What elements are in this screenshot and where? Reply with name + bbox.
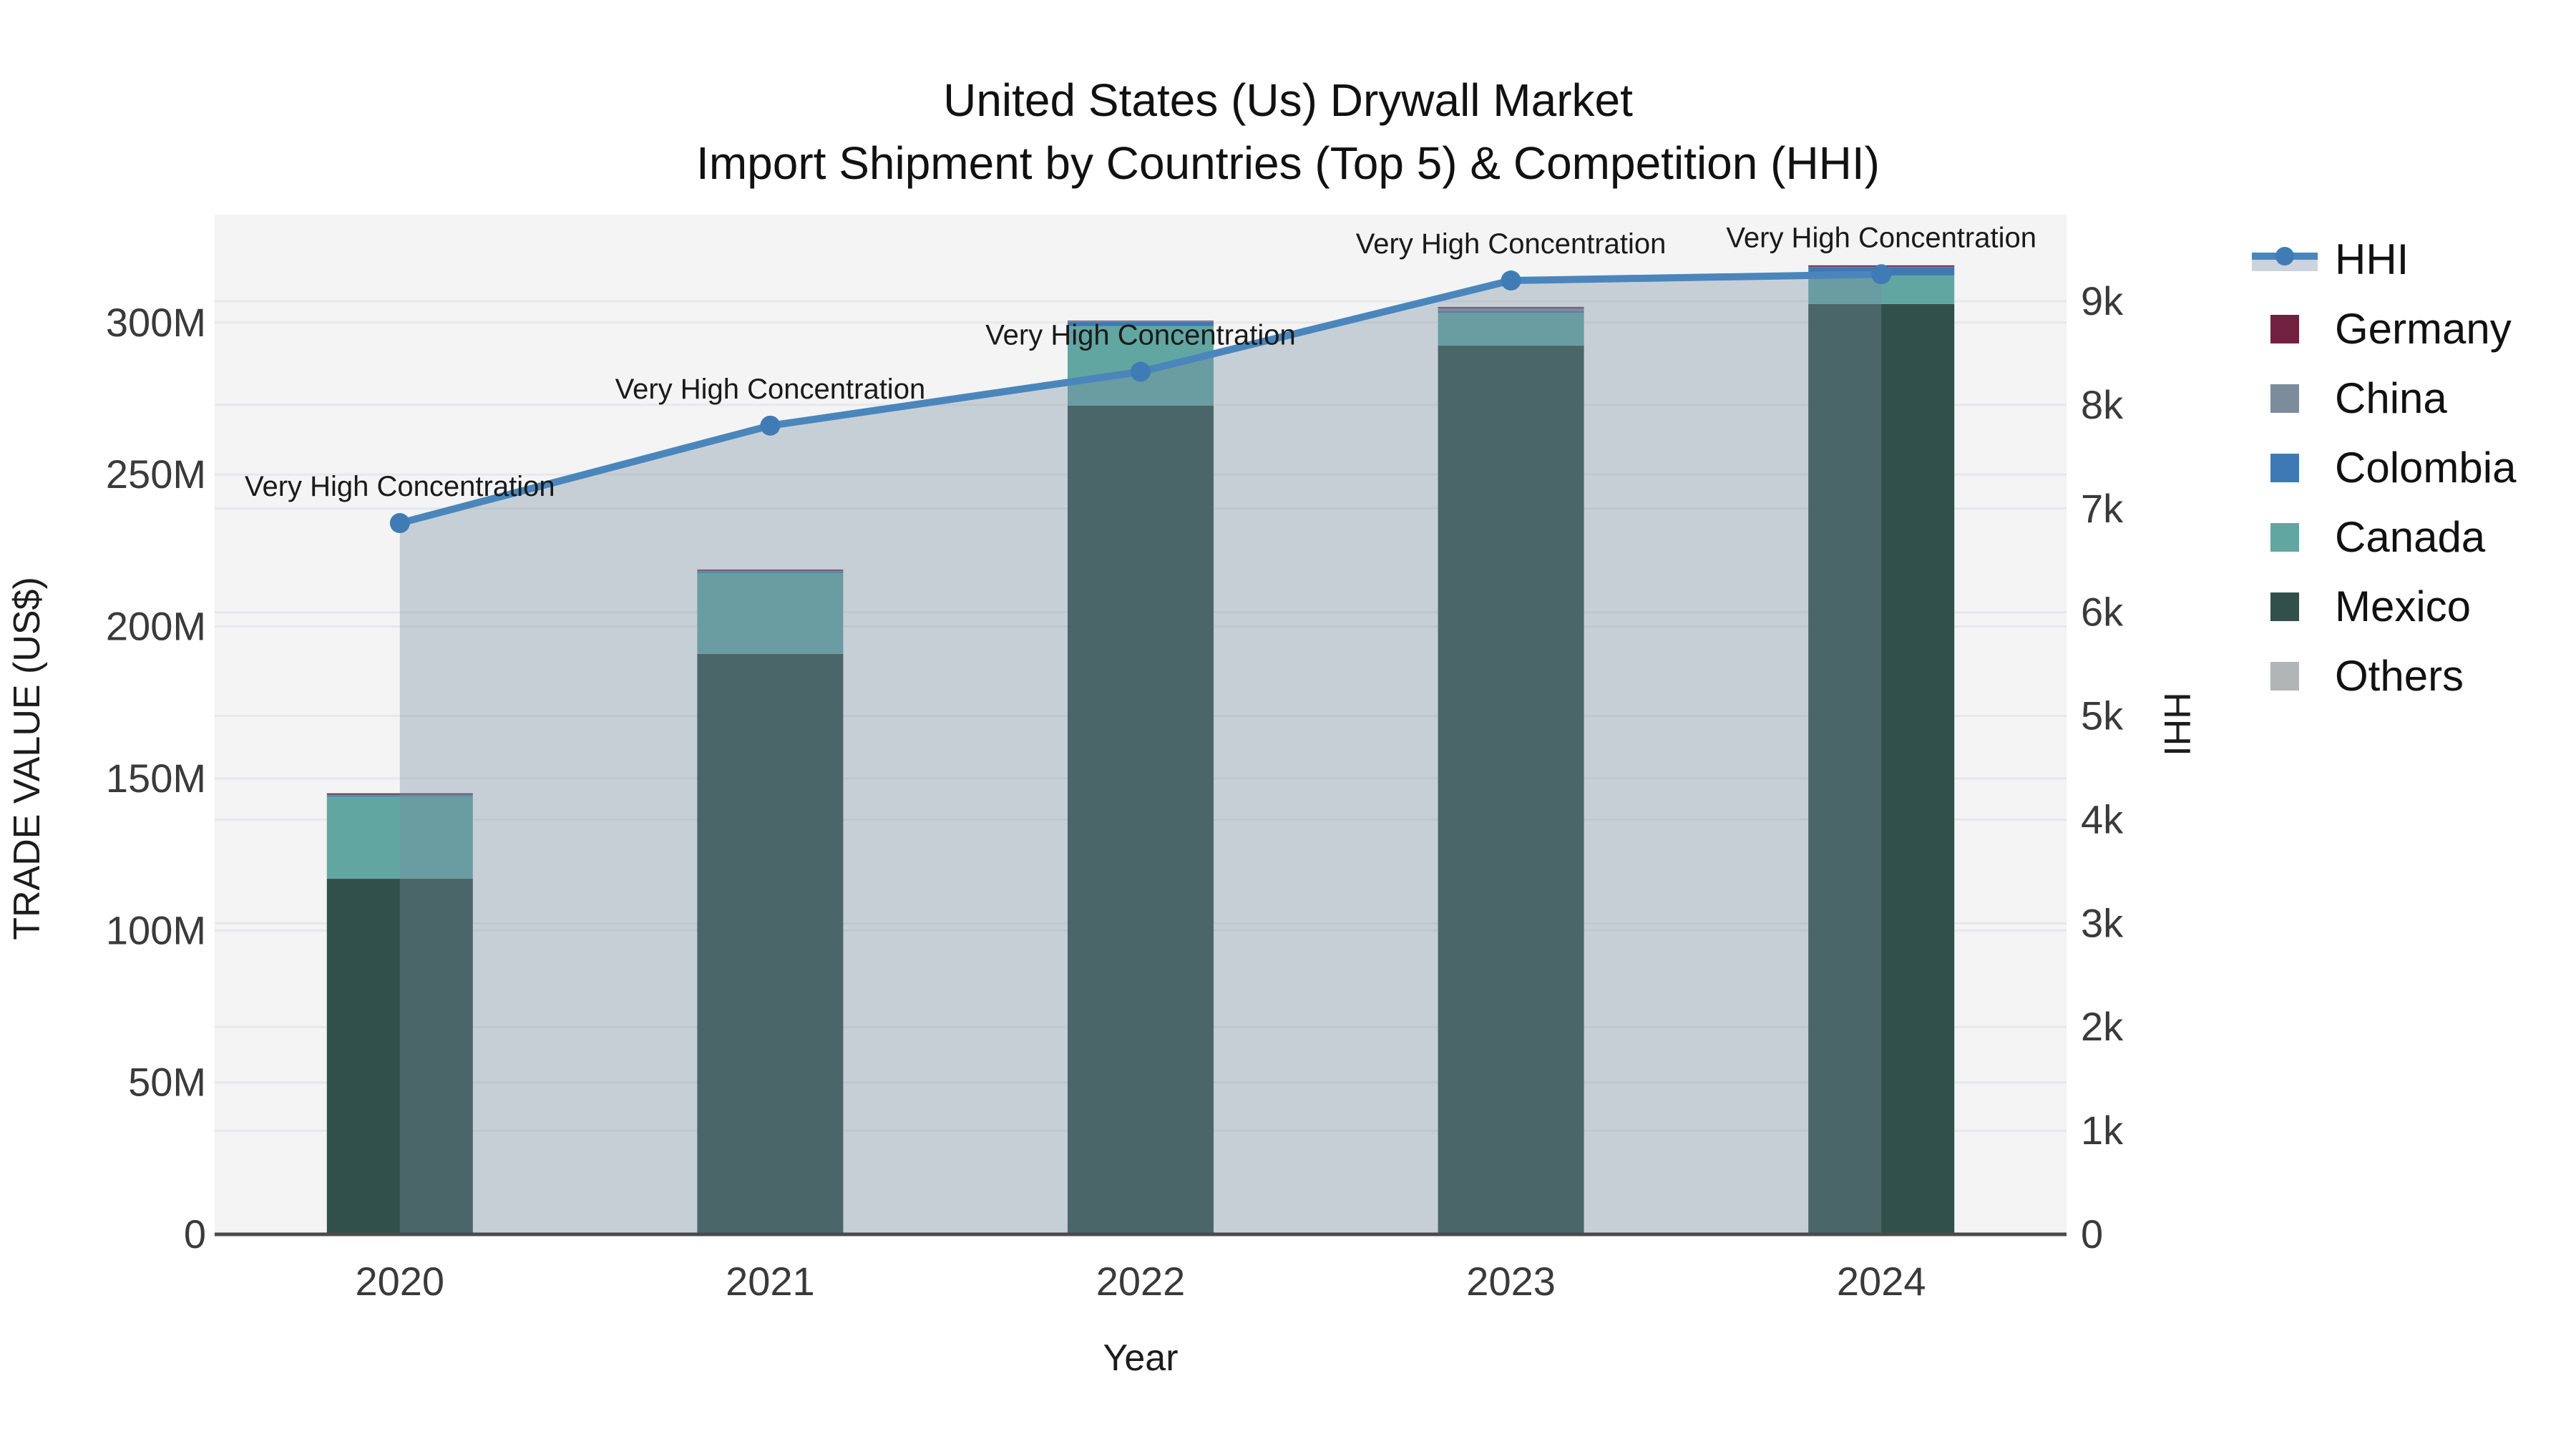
y-right-tick-label-7k: 7k xyxy=(2081,486,2124,531)
y-right-tick-label-2k: 2k xyxy=(2081,1004,2124,1049)
bar-mexico-2021[interactable] xyxy=(697,653,844,1234)
legend-label-others: Others xyxy=(2335,652,2464,700)
legend-item-mexico[interactable]: Mexico xyxy=(2250,572,2516,641)
annotation-2022: Very High Concentration xyxy=(985,320,1296,351)
color-swatch xyxy=(2270,661,2299,691)
legend: HHI Germany China Colombia Canada Mexico Other… xyxy=(2250,225,2516,711)
y-right-tick-label-5k: 5k xyxy=(2081,693,2124,738)
y-left-tick-label-250M: 250M xyxy=(106,452,206,497)
y-right-tick-label-6k: 6k xyxy=(2081,590,2124,635)
annotation-2023: Very High Concentration xyxy=(1356,228,1667,260)
legend-swatch-canada xyxy=(2250,517,2319,557)
y-left-tick-label-100M: 100M xyxy=(106,907,206,952)
bar-china-2022[interactable] xyxy=(1068,321,1214,322)
bar-colombia-2021[interactable] xyxy=(697,572,844,574)
legend-item-hhi[interactable]: HHI xyxy=(2250,225,2516,294)
annotation-2020: Very High Concentration xyxy=(245,471,555,502)
hhi-area-fill xyxy=(399,274,1882,1235)
legend-label-colombia: Colombia xyxy=(2335,444,2517,492)
y-left-tick-label-0: 0 xyxy=(184,1211,206,1257)
legend-item-canada[interactable]: Canada xyxy=(2250,502,2516,572)
legend-item-germany[interactable]: Germany xyxy=(2250,294,2516,364)
bar-germany-2021[interactable] xyxy=(697,570,844,571)
bar-china-2023[interactable] xyxy=(1438,308,1584,311)
y-left-tick-label-200M: 200M xyxy=(106,604,206,649)
legend-label-china: China xyxy=(2335,374,2447,422)
x-axis-title: Year xyxy=(1103,1337,1179,1379)
x-tick-label-2022: 2022 xyxy=(1096,1259,1186,1304)
legend-label-canada: Canada xyxy=(2335,513,2486,561)
y-right-tick-label-9k: 9k xyxy=(2081,278,2124,323)
hhi-point-2022[interactable] xyxy=(1131,361,1151,382)
x-tick-label-2021: 2021 xyxy=(726,1259,815,1304)
legend-label-mexico: Mexico xyxy=(2335,582,2472,630)
y-right-tick-label-8k: 8k xyxy=(2081,382,2124,427)
bar-colombia-2022[interactable] xyxy=(1068,321,1214,326)
bar-china-2021[interactable] xyxy=(697,570,844,572)
hhi-point-2021[interactable] xyxy=(760,415,781,436)
y-right-tick-label-1k: 1k xyxy=(2081,1108,2124,1153)
y-right-tick-label-3k: 3k xyxy=(2081,900,2124,945)
color-swatch xyxy=(2270,592,2299,621)
y-left-tick-label-50M: 50M xyxy=(128,1060,206,1105)
bar-colombia-2023[interactable] xyxy=(1438,311,1584,313)
legend-line-marker-dot xyxy=(2275,246,2294,265)
bar-canada-2023[interactable] xyxy=(1438,313,1584,346)
legend-swatch-germany xyxy=(2250,309,2319,349)
hhi-point-2024[interactable] xyxy=(1871,264,1892,285)
bar-canada-2021[interactable] xyxy=(697,573,844,654)
y-left-tick-label-300M: 300M xyxy=(106,300,206,345)
x-tick-label-2024: 2024 xyxy=(1837,1259,1926,1304)
chart-title-line1: United States (Us) Drywall Market xyxy=(943,74,1633,126)
hhi-point-2023[interactable] xyxy=(1501,270,1521,291)
legend-label-hhi: HHI xyxy=(2335,235,2409,283)
bar-colombia-2020[interactable] xyxy=(326,795,473,796)
legend-item-china[interactable]: China xyxy=(2250,364,2516,433)
legend-line-sample-hhi xyxy=(2250,240,2319,280)
bar-canada-2020[interactable] xyxy=(326,796,473,879)
color-swatch xyxy=(2270,314,2299,343)
annotation-2021: Very High Concentration xyxy=(615,374,926,405)
x-tick-label-2020: 2020 xyxy=(356,1259,445,1304)
color-swatch xyxy=(2270,384,2299,413)
legend-line-symbol xyxy=(2252,244,2318,275)
chart-title: United States (Us) Drywall Market Import… xyxy=(0,69,2576,195)
y-right-tick-label-4k: 4k xyxy=(2081,796,2124,841)
color-swatch xyxy=(2270,453,2299,482)
legend-swatch-mexico xyxy=(2250,587,2319,627)
chart-title-line2: Import Shipment by Countries (Top 5) & C… xyxy=(696,137,1880,189)
hhi-point-2020[interactable] xyxy=(389,513,410,534)
x-tick-label-2023: 2023 xyxy=(1466,1259,1556,1304)
legend-swatch-colombia xyxy=(2250,448,2319,488)
bar-mexico-2020[interactable] xyxy=(326,879,473,1234)
y-left-tick-label-150M: 150M xyxy=(106,756,206,801)
bar-germany-2023[interactable] xyxy=(1438,307,1584,308)
y-axis-title-left: TRADE VALUE (US$) xyxy=(6,577,48,940)
legend-label-germany: Germany xyxy=(2335,305,2512,353)
bar-china-2020[interactable] xyxy=(326,794,473,796)
color-swatch xyxy=(2270,522,2299,552)
bar-mexico-2023[interactable] xyxy=(1438,346,1584,1234)
y-axis-title-right: HHI xyxy=(2156,692,2197,756)
bar-germany-2020[interactable] xyxy=(326,793,473,795)
legend-swatch-china xyxy=(2250,379,2319,419)
legend-item-others[interactable]: Others xyxy=(2250,641,2516,711)
annotation-2024: Very High Concentration xyxy=(1726,222,2036,253)
legend-item-colombia[interactable]: Colombia xyxy=(2250,433,2516,502)
legend-swatch-others xyxy=(2250,656,2319,696)
y-right-tick-label-0: 0 xyxy=(2081,1211,2103,1257)
bar-mexico-2022[interactable] xyxy=(1068,405,1214,1234)
bar-mexico-2024[interactable] xyxy=(1808,303,1955,1235)
